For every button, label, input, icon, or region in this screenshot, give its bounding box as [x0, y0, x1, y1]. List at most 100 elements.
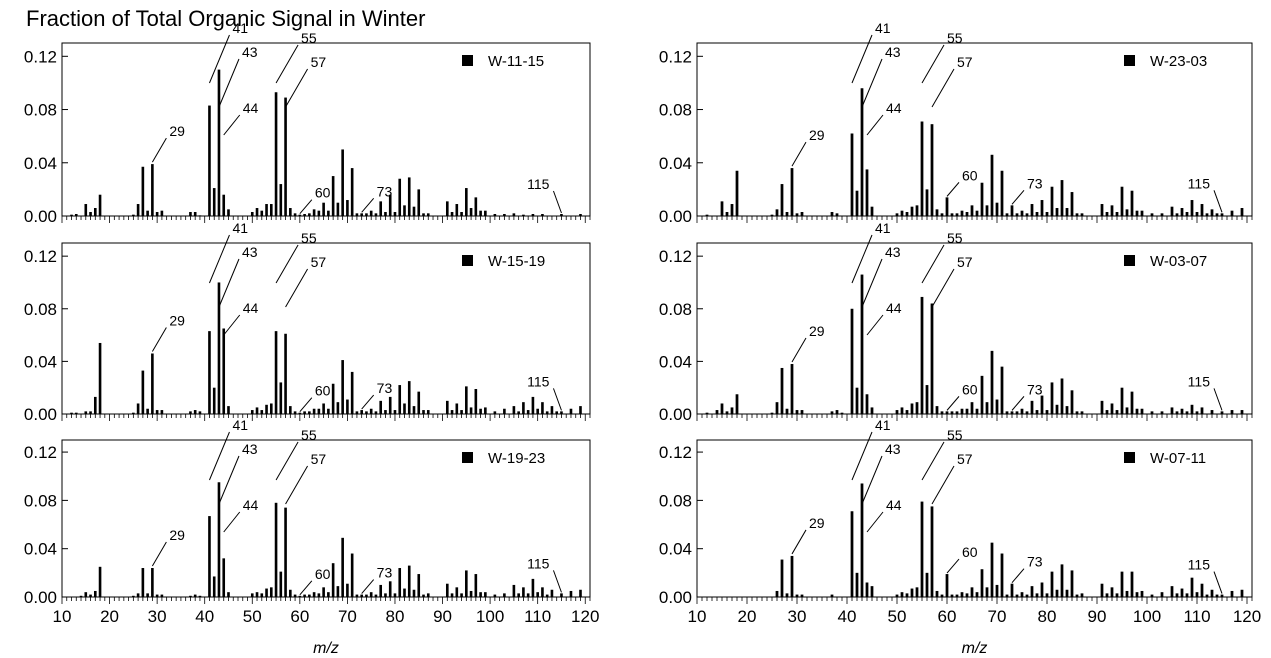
peak-label-29: 29	[809, 127, 825, 143]
bar-mz-96	[469, 407, 473, 414]
bar-mz-28	[146, 593, 149, 597]
x-tick-label: 10	[53, 607, 72, 626]
x-tick-label: 30	[788, 607, 807, 626]
y-tick-label: 0.08	[659, 101, 692, 120]
page-title: Fraction of Total Organic Signal in Wint…	[26, 6, 426, 31]
peak-label-115: 115	[1188, 175, 1211, 191]
bar-mz-53	[910, 206, 914, 216]
bar-mz-16	[89, 212, 92, 216]
bar-mz-37	[189, 411, 192, 414]
bar-mz-38	[193, 212, 197, 216]
bar-mz-72	[1005, 213, 1009, 216]
peak-leader-73	[1011, 190, 1025, 205]
peak-leader-55	[275, 244, 299, 284]
bar-mz-12	[70, 214, 73, 216]
bar-mz-30	[795, 213, 799, 216]
bar-mz-45	[227, 406, 230, 414]
bar-mz-29	[151, 164, 154, 216]
bar-mz-65	[970, 402, 974, 414]
y-tick-label: 0.00	[659, 588, 692, 607]
bar-mz-58	[289, 208, 292, 216]
bar-mz-109	[531, 214, 535, 216]
peak-label-44: 44	[243, 300, 259, 316]
panel-frame	[696, 242, 1253, 415]
bar-mz-111	[541, 587, 544, 597]
bar-mz-77	[1030, 586, 1034, 597]
bar-mz-56	[925, 385, 929, 414]
bar-mz-55	[274, 331, 278, 414]
bar-mz-31	[800, 410, 804, 414]
peak-label-57: 57	[957, 54, 973, 70]
bar-mz-55	[274, 92, 278, 216]
bar-mz-43	[860, 88, 864, 216]
legend-marker	[1124, 255, 1135, 266]
y-tick-label: 0.08	[659, 491, 692, 510]
y-tick-label: 0.04	[24, 352, 57, 371]
peak-leader-57	[931, 465, 955, 505]
x-tick-label: 60	[938, 607, 957, 626]
bar-mz-117	[569, 590, 573, 597]
peak-label-43: 43	[242, 44, 258, 60]
peak-leader-55	[921, 44, 945, 84]
bar-mz-50	[250, 410, 254, 414]
peak-leader-29	[151, 327, 167, 352]
peak-label-41: 41	[875, 20, 891, 36]
bar-mz-55	[920, 296, 924, 414]
bar-mz-110	[1195, 592, 1199, 597]
bar-mz-31	[160, 410, 164, 414]
bar-mz-81	[1050, 186, 1054, 216]
legend-marker	[462, 55, 473, 66]
bar-mz-117	[1230, 410, 1234, 414]
legend-marker	[462, 452, 473, 463]
peak-label-43: 43	[885, 44, 901, 60]
peak-label-43: 43	[242, 244, 258, 260]
bar-mz-53	[265, 588, 268, 597]
bar-mz-72	[355, 213, 359, 216]
bar-mz-64	[317, 210, 321, 216]
bar-mz-92	[1105, 212, 1109, 216]
y-tick-label: 0.04	[24, 540, 57, 559]
bar-mz-58	[289, 406, 292, 414]
peak-label-73: 73	[1027, 175, 1043, 191]
peak-leader-73	[361, 394, 375, 410]
bar-mz-93	[455, 587, 459, 597]
bar-mz-101	[493, 411, 497, 414]
bar-mz-75	[369, 210, 373, 216]
y-tick-label: 0.04	[24, 154, 57, 173]
peak-leader-57	[931, 68, 955, 108]
bar-mz-25	[132, 595, 135, 597]
bar-mz-42	[855, 387, 859, 414]
bar-mz-17	[730, 407, 734, 414]
peak-label-60: 60	[962, 544, 978, 560]
bar-mz-79	[1040, 582, 1044, 597]
x-tick-label: 110	[1183, 607, 1210, 626]
bar-mz-72	[1005, 594, 1009, 597]
peak-leader-43	[218, 258, 240, 308]
bar-mz-39	[198, 215, 202, 216]
bar-mz-95	[1120, 387, 1124, 414]
bar-mz-54	[915, 205, 919, 216]
bar-mz-87	[1080, 593, 1084, 597]
bar-mz-87	[426, 410, 430, 414]
bar-mz-106	[1175, 593, 1179, 597]
bar-mz-98	[479, 408, 482, 414]
bar-mz-38	[835, 410, 839, 414]
bar-mz-94	[460, 212, 463, 216]
bar-mz-73	[360, 213, 363, 216]
bar-mz-105	[512, 584, 516, 597]
bar-mz-26	[775, 402, 779, 414]
peak-leader-29	[791, 141, 807, 167]
bar-mz-29	[790, 555, 794, 597]
peak-leader-60	[299, 199, 313, 214]
bar-mz-41	[208, 516, 211, 597]
bar-mz-41	[208, 105, 211, 216]
bar-mz-98	[479, 210, 482, 216]
bar-mz-52	[260, 210, 264, 216]
bar-mz-68	[985, 205, 989, 216]
bar-mz-91	[1100, 204, 1104, 216]
bar-mz-59	[940, 411, 944, 414]
bar-mz-50	[895, 410, 899, 414]
bar-mz-105	[1170, 586, 1174, 597]
peak-label-55: 55	[301, 427, 317, 443]
bar-mz-31	[800, 212, 804, 216]
